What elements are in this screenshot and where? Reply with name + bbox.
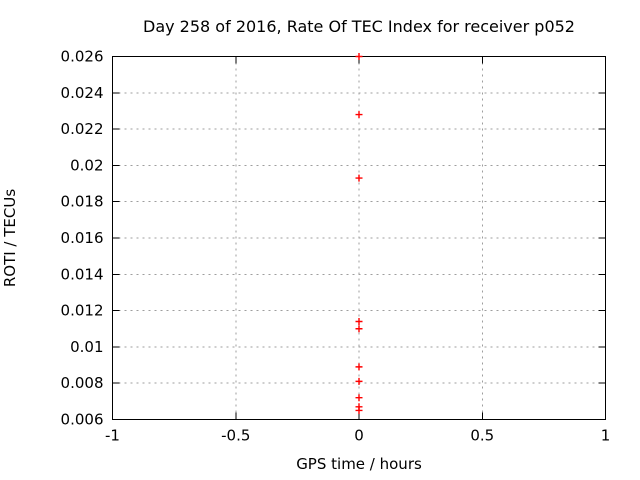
y-tick-label: 0.024: [61, 84, 104, 102]
data-point: [355, 111, 363, 119]
y-tick-label: 0.02: [70, 156, 103, 174]
y-axis-label-text: ROTI / TECUs: [1, 188, 19, 288]
data-point: [355, 325, 363, 333]
data-point: [355, 53, 363, 60]
y-tick-label: 0.026: [61, 48, 104, 66]
data-point: [355, 406, 363, 414]
x-tick-label: 1: [601, 427, 611, 445]
y-tick-label: 0.016: [61, 229, 104, 247]
y-tick-label: 0.022: [61, 120, 104, 138]
chart-title: Day 258 of 2016, Rate Of TEC Index for r…: [143, 17, 575, 36]
x-axis-label: GPS time / hours: [296, 455, 422, 473]
y-tick-label: 0.018: [61, 193, 104, 211]
data-point: [355, 317, 363, 325]
x-tick-label: 0.5: [470, 427, 494, 445]
data-point: [355, 174, 363, 182]
data-point: [355, 363, 363, 371]
y-tick-label: 0.006: [61, 411, 104, 429]
y-tick-label: 0.008: [61, 374, 104, 392]
x-tick-label: -0.5: [221, 427, 250, 445]
y-tick-label: 0.012: [61, 302, 104, 320]
y-tick-label: 0.01: [70, 338, 103, 356]
data-point: [355, 394, 363, 402]
data-point: [355, 377, 363, 385]
x-tick-label: -1: [105, 427, 120, 445]
y-tick-label: 0.014: [61, 265, 104, 283]
x-tick-label: 0: [354, 427, 364, 445]
